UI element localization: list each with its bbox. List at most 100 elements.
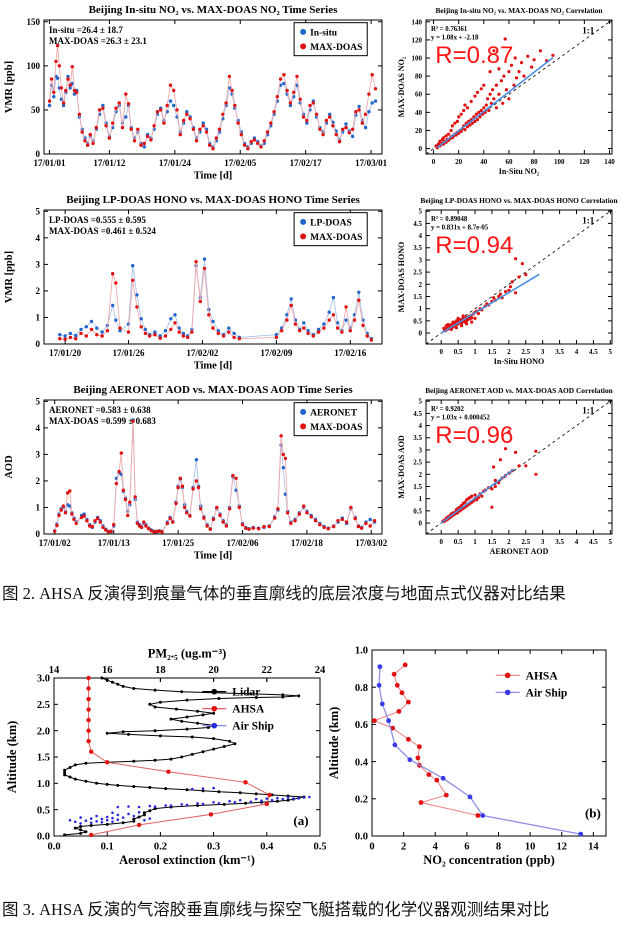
svg-text:4: 4 [575,348,579,356]
svg-text:12: 12 [556,842,567,853]
svg-text:5: 5 [36,396,41,406]
svg-text:1.5: 1.5 [413,293,422,301]
svg-text:24: 24 [315,665,326,676]
svg-text:1:1: 1:1 [582,25,594,35]
svg-text:MAX-DOAS NO₂: MAX-DOAS NO₂ [397,56,406,117]
svg-text:100: 100 [412,54,423,62]
svg-text:4: 4 [575,538,579,546]
svg-text:1: 1 [419,305,423,313]
svg-text:0.5: 0.5 [454,348,463,356]
svg-text:1.5: 1.5 [488,348,497,356]
svg-text:17/03/02: 17/03/02 [355,538,388,548]
svg-text:16: 16 [102,665,113,676]
svg-text:0: 0 [419,329,423,337]
svg-text:Beijing AERONET AOD vs. MAX-DO: Beijing AERONET AOD vs. MAX-DOAS AOD Cor… [425,386,613,395]
svg-text:1:1: 1:1 [582,215,594,225]
svg-text:PM₂.₅ (ug.m⁻³): PM₂.₅ (ug.m⁻³) [148,647,227,661]
svg-text:AHSA: AHSA [526,670,559,682]
svg-text:R=0.87: R=0.87 [435,42,513,69]
svg-text:0.5: 0.5 [313,842,326,853]
svg-text:0: 0 [36,339,41,349]
svg-text:2.5: 2.5 [413,459,422,467]
svg-text:MAX-DOAS AOD: MAX-DOAS AOD [397,435,406,499]
svg-text:In-situ =26.4 ± 18.7: In-situ =26.4 ± 18.7 [49,25,123,35]
svg-text:0: 0 [439,348,443,356]
svg-text:5: 5 [609,348,613,356]
svg-text:y = 1.08x + -2.18: y = 1.08x + -2.18 [431,35,479,42]
svg-text:AHSA: AHSA [232,704,265,716]
svg-text:8: 8 [496,842,501,853]
svg-text:0: 0 [439,538,443,546]
svg-text:0.5: 0.5 [413,507,422,515]
svg-text:100: 100 [27,61,41,71]
svg-text:0: 0 [419,519,423,527]
svg-text:0.5: 0.5 [37,805,50,816]
svg-text:2: 2 [419,471,423,479]
svg-text:AOD: AOD [4,455,15,479]
svg-text:R=0.96: R=0.96 [435,422,513,449]
svg-text:Air Ship: Air Ship [526,687,568,699]
svg-text:3.5: 3.5 [555,538,564,546]
svg-text:1: 1 [473,538,477,546]
svg-text:LP-DOAS: LP-DOAS [310,218,352,228]
svg-text:150: 150 [27,17,41,27]
svg-text:AERONET: AERONET [310,408,358,418]
svg-text:1: 1 [36,503,41,513]
svg-text:5: 5 [419,398,423,406]
svg-text:3: 3 [36,450,41,460]
svg-text:5: 5 [419,208,423,216]
svg-text:R² = 0.76361: R² = 0.76361 [431,26,468,33]
svg-text:17/01/24: 17/01/24 [159,158,192,168]
svg-text:120: 120 [579,158,590,166]
svg-text:120: 120 [412,36,423,44]
svg-text:1:1: 1:1 [582,405,594,415]
svg-text:0.0: 0.0 [47,842,60,853]
svg-text:0.2: 0.2 [154,842,167,853]
svg-text:2: 2 [401,842,406,853]
svg-text:LP-DOAS =0.555 ± 0.595: LP-DOAS =0.555 ± 0.595 [49,215,146,225]
svg-text:VMR [ppb]: VMR [ppb] [4,61,15,113]
svg-text:VMR [ppb]: VMR [ppb] [4,251,15,303]
svg-text:In-Situ HONO: In-Situ HONO [494,357,544,366]
svg-text:Altitude (km): Altitude (km) [5,721,19,794]
svg-text:5: 5 [609,538,613,546]
svg-text:17/01/20: 17/01/20 [49,348,82,358]
figure2-caption: 图 2. AHSA 反演得到痕量气体的垂直廓线的底层浓度与地面点式仪器对比结果 [2,584,566,603]
svg-text:4.5: 4.5 [413,220,422,228]
svg-text:Beijing LP-DOAS HONO vs. MAX-D: Beijing LP-DOAS HONO vs. MAX-DOAS HONO C… [420,196,617,205]
svg-text:100: 100 [554,158,565,166]
svg-text:17/01/26: 17/01/26 [112,348,145,358]
svg-text:R² = 0.9202: R² = 0.9202 [431,406,465,413]
svg-text:3.5: 3.5 [413,244,422,252]
svg-text:1: 1 [473,348,477,356]
svg-text:In-situ: In-situ [310,28,338,38]
svg-text:60: 60 [415,91,423,99]
svg-text:17/01/02: 17/01/02 [39,538,72,548]
svg-text:MAX-DOAS: MAX-DOAS [310,43,362,53]
svg-text:3: 3 [419,256,423,264]
svg-text:3: 3 [541,538,545,546]
svg-text:4: 4 [419,232,423,240]
svg-text:20: 20 [208,665,219,676]
svg-text:y = 0.831x + 8.7e-05: y = 0.831x + 8.7e-05 [431,225,489,232]
svg-text:AERONET =0.583 ± 0.638: AERONET =0.583 ± 0.638 [49,405,151,415]
chart-no2-timeseries: 17/01/01 17/01/12 17/01/24 17/02/05 17/02/17… [4,4,388,182]
svg-text:17/02/18: 17/02/18 [291,538,324,548]
svg-text:(b): (b) [585,805,601,820]
svg-text:4: 4 [419,422,423,430]
svg-text:2.5: 2.5 [521,348,530,356]
svg-text:1.5: 1.5 [37,753,50,764]
svg-text:4: 4 [36,423,41,433]
svg-text:R=0.94: R=0.94 [435,232,513,259]
svg-text:2: 2 [36,286,41,296]
svg-text:17/02/09: 17/02/09 [260,348,293,358]
svg-text:2.5: 2.5 [521,538,530,546]
svg-text:3: 3 [36,260,41,270]
svg-text:80: 80 [531,158,539,166]
svg-text:40: 40 [415,109,423,117]
svg-text:17/02/16: 17/02/16 [334,348,367,358]
svg-text:Beijing LP-DOAS HONO vs. MAX-D: Beijing LP-DOAS HONO vs. MAX-DOAS HONO T… [66,194,360,206]
svg-text:Altitude (km): Altitude (km) [327,707,341,780]
svg-text:4.5: 4.5 [413,410,422,418]
